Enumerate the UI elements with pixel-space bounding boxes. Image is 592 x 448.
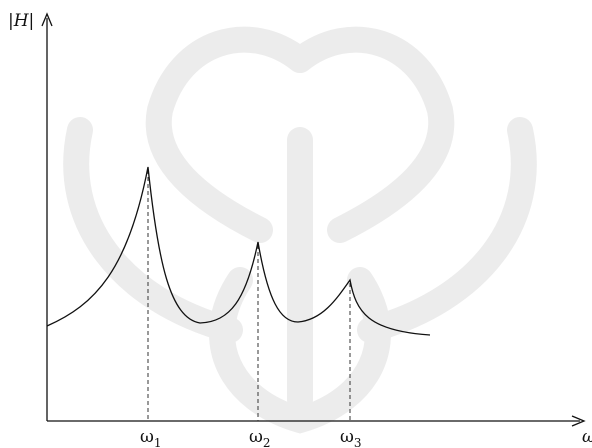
peak-label: ω3 [340,427,362,448]
peak-label: ω1 [140,427,162,448]
peak-symbol: ω [249,427,263,447]
y-axis-label: |H| [8,11,34,31]
peak-symbol: ω [340,427,354,447]
peak-subscript: 3 [354,436,362,448]
peak-subscript: 1 [154,436,162,448]
peak-label: ω2 [249,427,271,448]
watermark [76,40,524,420]
peak-subscript: 2 [263,436,271,448]
diagram: |H| ω ω1 ω2 ω3 [0,0,592,448]
x-axis-label: ω [582,427,592,447]
peak-symbol: ω [140,427,154,447]
